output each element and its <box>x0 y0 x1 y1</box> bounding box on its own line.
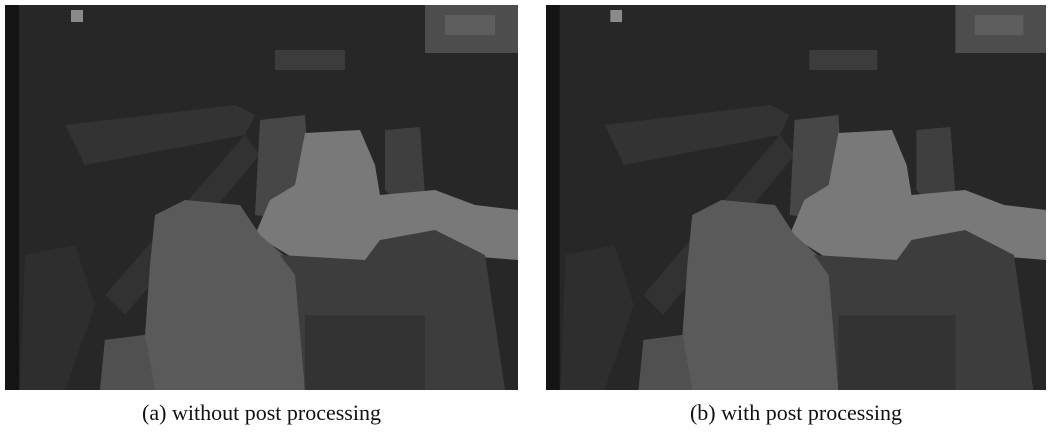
depth-map-a <box>5 5 518 390</box>
caption: (b) with post processing <box>546 400 1046 426</box>
depth-map-b <box>546 5 1046 390</box>
caption: (a) without post processing <box>5 400 518 426</box>
figure-images <box>0 0 1051 436</box>
figure: (a) without post processing (b) with pos… <box>0 0 1051 436</box>
